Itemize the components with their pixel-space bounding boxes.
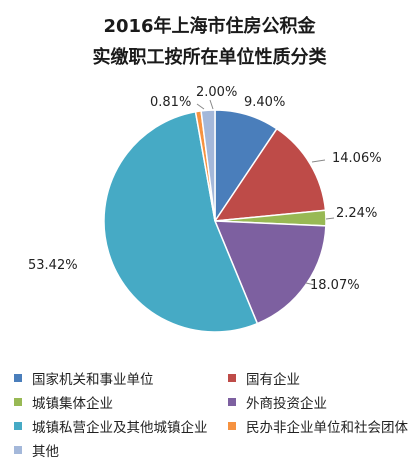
legend-swatch — [14, 398, 22, 406]
pie-slice — [103, 110, 259, 333]
data-label: 9.40% — [244, 95, 285, 110]
data-label: 2.00% — [196, 85, 237, 100]
pie-slice — [213, 127, 327, 222]
legend-label: 国家机关和事业单位 — [32, 372, 154, 388]
legend-item: 国家机关和事业单位 — [14, 368, 154, 388]
legend-swatch — [14, 374, 22, 382]
legend-swatch — [14, 422, 22, 430]
leader-line — [311, 159, 326, 163]
leader-line — [305, 282, 316, 286]
legend-label: 城镇私营企业及其他城镇企业 — [32, 420, 208, 436]
chart-subtitle: 实缴职工按所在单位性质分类 — [92, 47, 327, 68]
pie-slice — [213, 220, 327, 325]
legend-label: 外商投资企业 — [246, 396, 327, 412]
legend-swatch — [14, 446, 22, 454]
legend-item: 国有企业 — [228, 368, 300, 388]
legend-item: 城镇私营企业及其他城镇企业 — [14, 416, 208, 436]
pie-slice — [200, 109, 216, 222]
legend-item: 城镇集体企业 — [14, 392, 113, 412]
leader-line — [325, 217, 335, 220]
chart-title: 2016年上海市住房公积金 — [103, 16, 316, 37]
legend-item: 其他 — [14, 440, 59, 460]
legend-label: 国有企业 — [246, 372, 300, 388]
data-label: 18.07% — [310, 278, 360, 293]
data-label: 0.81% — [150, 95, 191, 110]
legend-swatch — [228, 422, 236, 430]
data-label: 2.24% — [336, 206, 377, 221]
leader-line — [196, 103, 205, 110]
legend-swatch — [228, 374, 236, 382]
legend-item: 外商投资企业 — [228, 392, 327, 412]
legend-label: 城镇集体企业 — [32, 396, 113, 412]
data-label: 14.06% — [332, 151, 382, 166]
leader-line — [209, 99, 214, 110]
legend-swatch — [228, 398, 236, 406]
pie-chart: 9.40% 14.06% 2.24% 18.07% 53.42% 0.81% 2.00% — [28, 85, 382, 333]
data-label: 53.42% — [28, 258, 78, 273]
legend-label: 其他 — [32, 444, 59, 460]
legend-item: 民办非企业单位和社会团体 — [228, 416, 408, 436]
legend-label: 民办非企业单位和社会团体 — [246, 420, 408, 436]
